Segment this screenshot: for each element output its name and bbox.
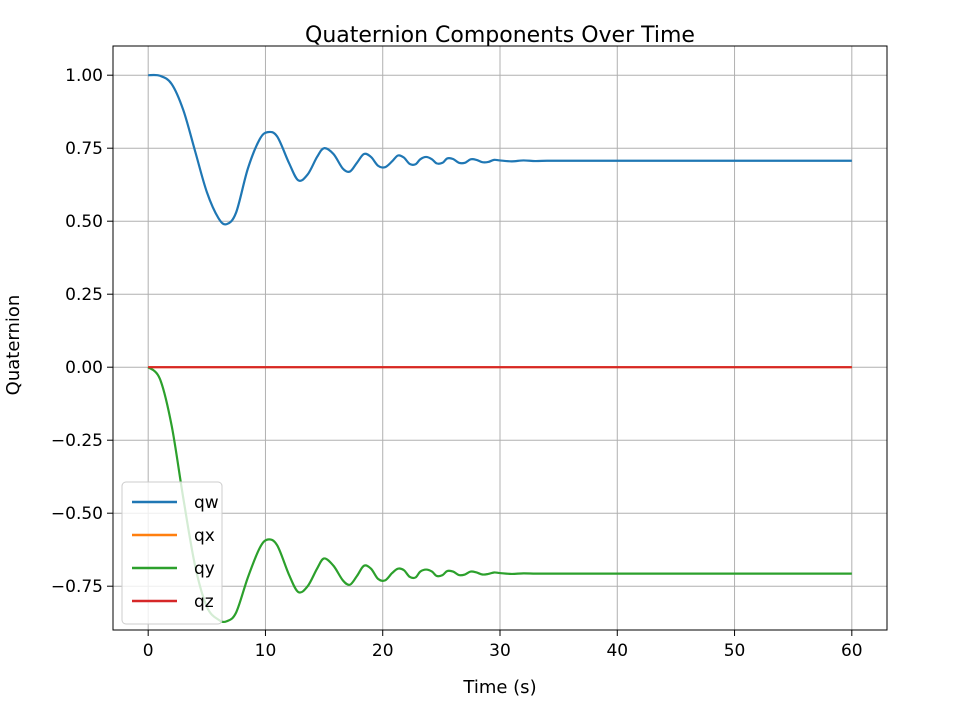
legend: qw qx qy qz xyxy=(121,481,223,625)
series-lines xyxy=(147,73,852,624)
y-tick-label: 0.75 xyxy=(65,139,103,159)
x-tick-label: 30 xyxy=(489,641,511,661)
x-tick-label: 50 xyxy=(724,641,746,661)
series-line-qy xyxy=(147,366,852,624)
legend-label-qx: qx xyxy=(194,526,215,546)
y-tick-label: −0.75 xyxy=(51,577,103,597)
y-tick-label: 0.25 xyxy=(65,285,103,305)
y-tick-label: −0.50 xyxy=(51,504,103,524)
y-tick-label: −0.25 xyxy=(51,431,103,451)
x-tick-label: 40 xyxy=(606,641,628,661)
x-tick-label: 10 xyxy=(255,641,277,661)
y-tick-label: 0.00 xyxy=(65,358,103,378)
legend-label-qz: qz xyxy=(194,592,214,612)
x-tick-label: 60 xyxy=(841,641,863,661)
legend-label-qw: qw xyxy=(194,493,219,513)
x-tick-label: 0 xyxy=(143,641,154,661)
grid xyxy=(113,46,887,630)
y-tick-label: 0.50 xyxy=(65,212,103,232)
legend-box xyxy=(121,481,223,625)
series-line-qw xyxy=(148,73,852,226)
x-axis-label: Time (s) xyxy=(462,677,536,698)
x-tick-label: 20 xyxy=(372,641,394,661)
y-tick-label: 1.00 xyxy=(65,66,103,86)
chart-title: Quaternion Components Over Time xyxy=(305,23,695,48)
legend-label-qy: qy xyxy=(194,559,215,579)
ticks: 0 10 20 30 40 50 60 1.00 0.75 0.50 0.25 0.00 −0.25 −0… xyxy=(51,66,863,661)
y-axis-label: Quaternion xyxy=(3,295,24,396)
